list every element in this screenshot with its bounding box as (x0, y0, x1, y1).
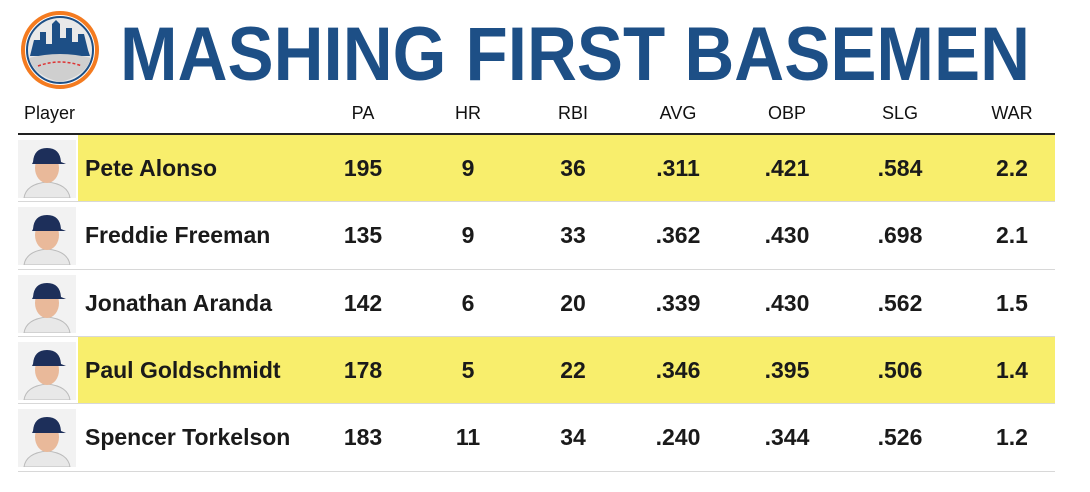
stat-value: .344 (764, 424, 810, 451)
stat-value: .240 (655, 424, 701, 451)
stat-value: 20 (560, 289, 586, 316)
stat-value: 135 (343, 222, 383, 249)
column-header: PA (351, 103, 375, 123)
stat-value: 11 (455, 424, 481, 451)
stat-value: 2.2 (996, 155, 1028, 181)
stat-value: 9 (461, 155, 475, 181)
column-header: OBP (767, 103, 806, 123)
stat-value: .311 (656, 155, 700, 181)
logo (21, 11, 99, 89)
stat-value: 142 (343, 289, 383, 316)
player-photo (18, 207, 76, 266)
stat-value: 183 (343, 424, 383, 451)
stat-value: 178 (343, 356, 383, 383)
stat-value: 1.2 (996, 424, 1028, 451)
column-header: RBI (557, 103, 588, 123)
row-rule (18, 268, 1055, 270)
stat-value: 36 (560, 155, 586, 181)
title: MASHING FIRST BASEMEN (120, 12, 1030, 94)
stat-value: 1.4 (996, 356, 1028, 383)
column-header: SLG (881, 103, 919, 123)
player-photo (18, 274, 76, 334)
player-photo (18, 140, 76, 199)
stat-value: .346 (655, 356, 701, 383)
player-photo (18, 409, 76, 468)
column-header: HR (455, 103, 481, 123)
player-name: Paul Goldschmidt (85, 356, 281, 383)
player-name: Spencer Torkelson (85, 424, 291, 451)
stat-value: .526 (877, 424, 923, 451)
column-header: AVG (659, 103, 697, 123)
stat-value: 195 (343, 155, 383, 181)
stat-value: 5 (461, 356, 475, 383)
stat-value: 1.5 (996, 289, 1028, 316)
headshot (18, 341, 76, 401)
stat-value: 6 (461, 289, 475, 316)
headshot (18, 207, 76, 266)
row-highlight (78, 135, 1055, 202)
row-rule (18, 403, 1055, 405)
stat-value: 2.1 (996, 222, 1028, 249)
headshot (18, 409, 76, 468)
stat-value: .698 (877, 222, 923, 249)
player-name: Pete Alonso (85, 155, 218, 181)
stat-value: .430 (764, 289, 810, 316)
row-rule (18, 335, 1055, 337)
stat-value: .421 (764, 155, 810, 181)
stat-value: .430 (764, 222, 810, 249)
stat-value: 34 (560, 424, 586, 451)
stat-value: 22 (560, 356, 586, 383)
stat-value: .584 (877, 155, 923, 181)
player-name: Freddie Freeman (85, 222, 271, 249)
headshot (18, 140, 76, 199)
header-rule (18, 133, 1055, 135)
stat-value: .562 (877, 289, 923, 316)
player-name: Jonathan Aranda (85, 289, 273, 316)
stat-value: .339 (655, 289, 701, 316)
stat-value: 33 (560, 222, 586, 249)
column-header: WAR (991, 103, 1033, 123)
player-photo (18, 341, 76, 401)
column-header: Player (24, 103, 76, 123)
stat-value: .395 (764, 356, 810, 383)
row-rule (18, 470, 1055, 472)
headshot (18, 274, 76, 334)
stat-value: .362 (655, 222, 701, 249)
row-rule (18, 201, 1055, 203)
stat-value: 9 (461, 222, 475, 249)
row-highlight (78, 336, 1055, 404)
title-area: MASHING FIRST BASEMEN (120, 12, 1030, 94)
stat-value: .506 (877, 356, 923, 383)
